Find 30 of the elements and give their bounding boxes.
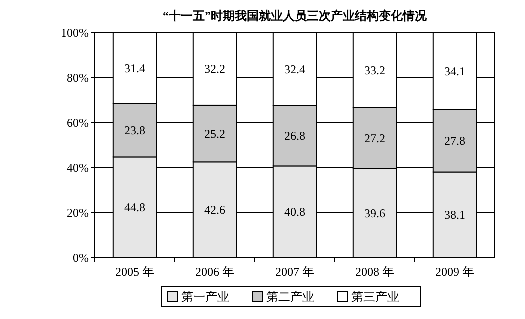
x-tick-label: 2006 年	[196, 265, 234, 279]
chart-title: “十一五”时期我国就业人员三次产业结构变化情况	[163, 9, 428, 23]
data-label: 31.4	[124, 61, 146, 76]
data-label: 27.8	[444, 134, 466, 148]
data-label: 34.1	[444, 64, 466, 78]
y-tick-label: 80%	[67, 71, 89, 85]
y-tick-label: 20%	[67, 206, 89, 220]
x-tick-label: 2009 年	[436, 265, 474, 279]
data-label: 42.6	[204, 203, 226, 218]
y-tick-label: 60%	[67, 116, 89, 130]
x-tick-label: 2008 年	[356, 265, 394, 279]
data-label: 26.8	[284, 129, 306, 144]
data-label: 27.2	[364, 131, 386, 146]
data-label: 32.4	[284, 62, 306, 76]
legend-label: 第一产业	[182, 290, 230, 304]
data-label: 40.8	[284, 205, 306, 220]
data-label: 25.2	[204, 126, 226, 141]
data-label: 32.2	[204, 62, 226, 76]
y-tick-label: 100%	[61, 26, 89, 40]
data-label: 33.2	[364, 63, 386, 78]
data-label: 39.6	[364, 206, 386, 220]
y-tick-label: 40%	[67, 161, 89, 175]
x-tick-label: 2005 年	[116, 265, 154, 279]
y-tick-label: 0%	[73, 251, 89, 265]
legend-label: 第三产业	[352, 290, 400, 304]
data-label: 23.8	[124, 123, 146, 138]
x-tick-label: 2007 年	[276, 265, 314, 279]
legend-label: 第二产业	[266, 290, 314, 304]
data-label: 38.1	[444, 208, 466, 222]
data-label: 44.8	[124, 200, 146, 215]
